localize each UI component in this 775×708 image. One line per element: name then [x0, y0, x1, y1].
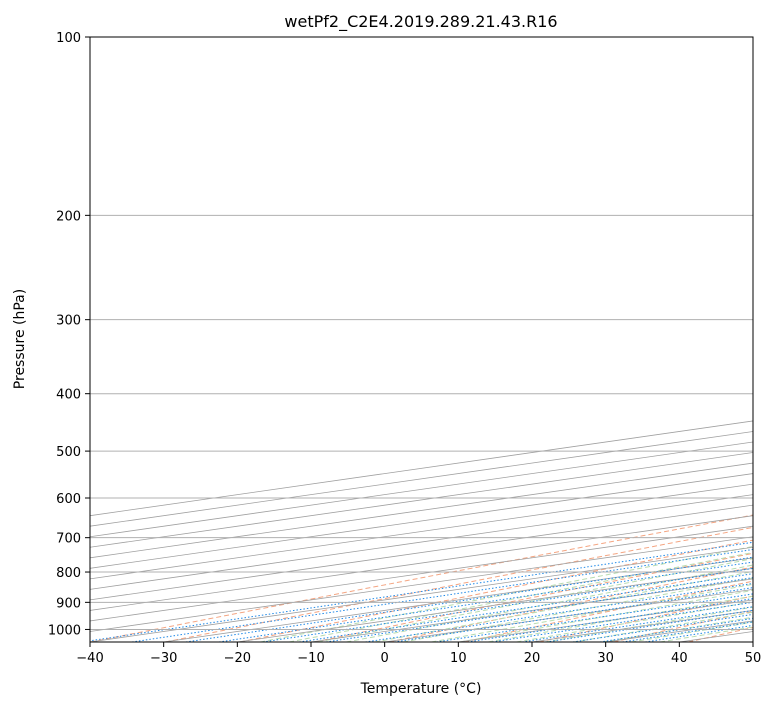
background-lines [90, 37, 775, 642]
x-tick-label: 20 [524, 651, 541, 666]
x-tick-label: 50 [745, 651, 762, 666]
moist-adiabat [488, 595, 753, 642]
mixing-ratio-line [492, 601, 753, 642]
mixing-ratio-line [131, 548, 753, 642]
dry-adiabat [688, 626, 753, 642]
moist-adiabat [346, 564, 753, 642]
x-tick-label: −10 [297, 651, 324, 666]
y-axis-label: Pressure (hPa) [12, 289, 28, 389]
dry-adiabat [165, 526, 753, 642]
isotherm-line [90, 462, 753, 559]
moist-adiabat [660, 626, 753, 642]
dry-adiabat [763, 37, 775, 642]
moist-adiabat [516, 601, 753, 642]
y-axis: 100 200 300 400 500 600 700 800 900 1000 [48, 31, 90, 638]
isotherm-line [163, 557, 753, 642]
isotherm-line [90, 452, 753, 548]
x-tick-label: 0 [381, 651, 389, 666]
pressure-grid [90, 37, 753, 630]
isotherm-line [90, 515, 753, 611]
dewpoint-profile [756, 37, 775, 594]
mixing-ratio-line [546, 609, 753, 642]
mixing-ratio-line [436, 593, 753, 642]
isotherm-line [90, 483, 753, 580]
mixing-ratio-line [299, 573, 753, 642]
isotherm-line [90, 525, 753, 622]
moist-adiabat [403, 577, 753, 642]
mixing-ratio-line [218, 561, 753, 642]
dry-adiabat [90, 514, 753, 642]
moist-adiabat [602, 616, 753, 642]
x-tick-label: −20 [224, 651, 251, 666]
isotherm-line [90, 441, 753, 538]
isotherm-line [90, 494, 753, 590]
x-tick-label: 10 [450, 651, 467, 666]
mixing-ratio-line [185, 556, 753, 642]
y-tick-label: 500 [56, 445, 81, 460]
isotherm-line [90, 473, 753, 569]
x-tick-label: −40 [76, 651, 103, 666]
isotherm-line [752, 641, 753, 642]
dry-adiabat [463, 580, 753, 642]
y-tick-label: 400 [56, 388, 81, 403]
dry-adiabat [538, 595, 753, 642]
isotherm-line [310, 578, 753, 642]
y-tick-label: 200 [56, 209, 81, 224]
moist-adiabat [459, 589, 753, 642]
y-tick-label: 900 [56, 596, 81, 611]
x-tick-label: 40 [671, 651, 688, 666]
x-axis-label: Temperature (°C) [360, 681, 482, 697]
profiles [756, 37, 775, 594]
y-tick-label: 1000 [48, 623, 81, 638]
mixing-ratio-line [522, 606, 753, 642]
dry-adiabat [314, 552, 753, 642]
y-tick-label: 100 [56, 31, 81, 46]
x-tick-label: 30 [597, 651, 614, 666]
chart-title: wetPf2_C2E4.2019.289.21.43.R16 [284, 12, 557, 32]
y-tick-label: 600 [56, 492, 81, 507]
moist-adiabat [289, 551, 753, 642]
dry-adiabat [613, 610, 753, 642]
x-tick-label: −30 [150, 651, 177, 666]
plot-frame [89, 36, 754, 643]
moist-adiabat [573, 611, 753, 642]
x-axis: −40 −30 −20 −10 0 10 20 30 40 50 [76, 642, 761, 666]
y-tick-label: 700 [56, 532, 81, 547]
isotherm-line [90, 431, 753, 527]
isotherm-line [90, 420, 753, 517]
isotherm-line [90, 536, 753, 632]
moist-adiabat [374, 570, 753, 642]
isotherm-line [90, 504, 753, 601]
y-tick-label: 300 [56, 314, 81, 329]
dry-adiabat [389, 566, 753, 642]
mixing-ratio-line [467, 598, 753, 642]
mixing-ratio-line [90, 541, 753, 642]
moist-adiabat [317, 558, 753, 642]
y-tick-label: 800 [56, 566, 81, 581]
